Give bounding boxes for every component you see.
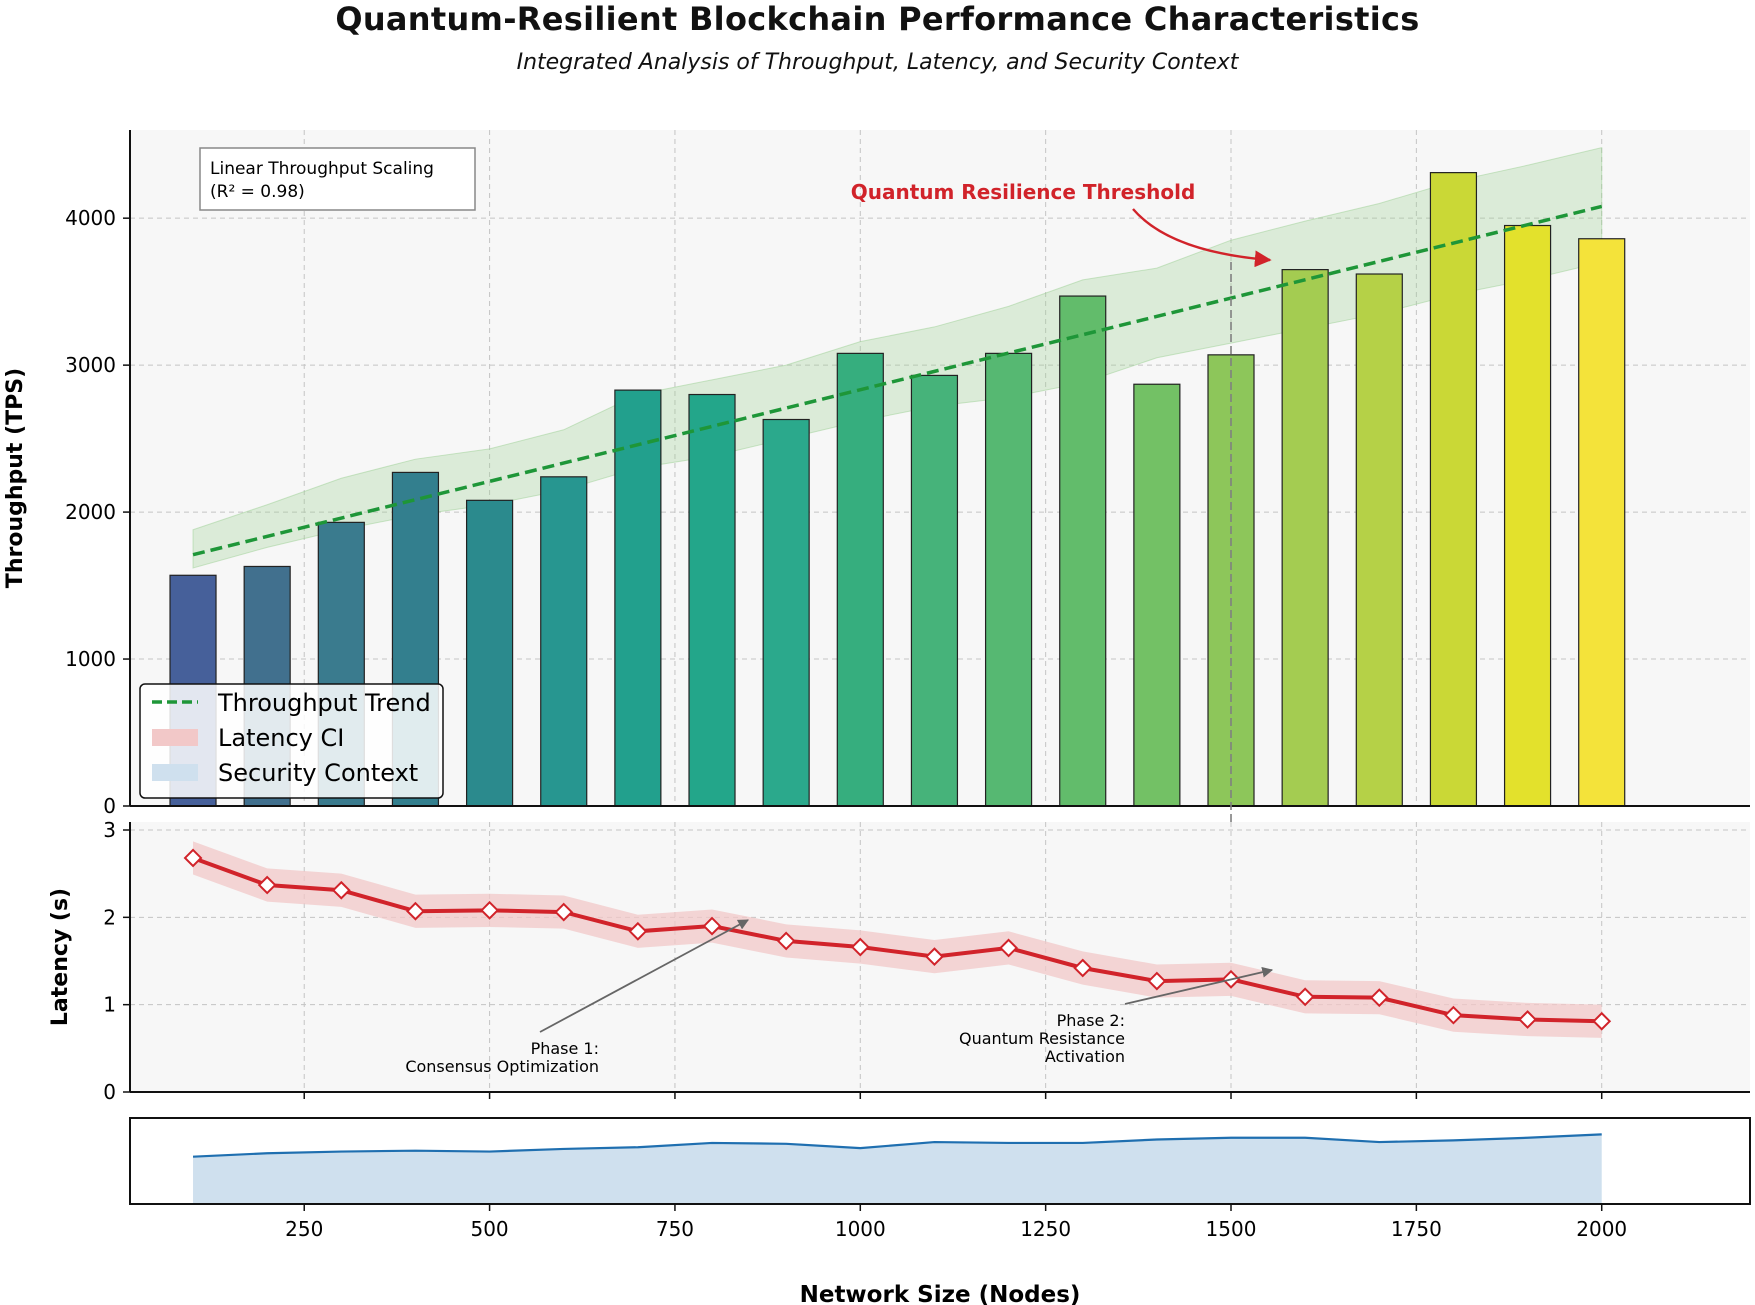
latency-marker-1200 <box>999 938 1018 958</box>
security-fill <box>193 1134 1602 1204</box>
bar-2000 <box>1578 238 1626 807</box>
bar-1800 <box>1429 172 1478 807</box>
latency-marker-600 <box>554 902 574 922</box>
xtick-label-1000: 1000 <box>835 1217 886 1241</box>
phase1-arrow <box>539 919 749 1033</box>
latency-axes: 0 1 2 3 <box>103 818 1750 1104</box>
legend-latency-swatch <box>152 729 198 746</box>
latency-marker-1600 <box>1295 987 1315 1007</box>
annotation-box: Linear Throughput Scaling (R² = 0.98) <box>199 147 476 211</box>
bar-1900 <box>1503 224 1552 807</box>
top-ytick-label-3000: 3000 <box>65 353 116 377</box>
latency-gridlines <box>130 822 1750 1092</box>
mid-ytick-label-1: 1 <box>103 993 116 1017</box>
latency-marker-1700 <box>1369 988 1389 1008</box>
security-line <box>192 1133 1602 1158</box>
latency-marker-200 <box>257 875 277 895</box>
throughput-axes: 0 1000 2000 3000 4000 <box>65 130 1750 818</box>
bar-1200 <box>984 352 1033 807</box>
bar-1700 <box>1355 273 1403 807</box>
bar-1000 <box>836 352 884 807</box>
legend-trend-label: Throughput Trend <box>217 689 431 717</box>
x-axis: 250 500 750 1000 1250 1500 1750 2000 <box>285 1204 1627 1241</box>
bar-1300 <box>1059 295 1107 807</box>
phase2-label-2: Quantum Resistance <box>959 1029 1125 1048</box>
bar-1600 <box>1281 269 1329 807</box>
bar-600 <box>540 476 588 807</box>
xtick-label-1250: 1250 <box>1020 1217 1071 1241</box>
bar-1400 <box>1133 383 1181 807</box>
latency-confidence-band <box>193 841 1602 1038</box>
chart-title: Quantum-Resilient Blockchain Performance… <box>335 0 1420 38</box>
legend: Throughput Trend Latency CI Security Con… <box>139 683 444 799</box>
bar-700 <box>614 389 662 807</box>
threshold-label: Quantum Resilience Threshold <box>851 180 1196 204</box>
latency-ylabel: Latency (s) <box>48 888 73 1026</box>
latency-marker-300 <box>331 880 351 900</box>
latency-line <box>183 848 1612 1031</box>
latency-polyline <box>192 856 1602 1024</box>
latency-marker-800 <box>702 916 722 936</box>
mid-ytick-label-2: 2 <box>103 905 116 929</box>
latency-marker-400 <box>406 901 425 921</box>
xtick-label-1500: 1500 <box>1206 1217 1257 1241</box>
latency-marker-2000 <box>1592 1011 1612 1031</box>
top-ytick-label-2000: 2000 <box>65 500 116 524</box>
phase1-label-1: Phase 1: <box>531 1039 599 1058</box>
legend-latency-label: Latency CI <box>218 724 344 752</box>
latency-marker-1800 <box>1444 1005 1463 1025</box>
top-ytick-label-0: 0 <box>103 794 116 818</box>
phase2-arrow <box>1124 966 1274 1005</box>
security-context-area <box>192 1133 1602 1204</box>
xtick-label-500: 500 <box>470 1217 508 1241</box>
xtick-label-1750: 1750 <box>1391 1217 1442 1241</box>
threshold-arrow <box>1132 208 1272 268</box>
phase1-label-2: Consensus Optimization <box>405 1057 599 1076</box>
latency-marker-1000 <box>850 937 870 957</box>
annotation-line-1: Linear Throughput Scaling <box>210 159 434 179</box>
latency-marker-900 <box>776 931 796 951</box>
mid-ytick-label-3: 3 <box>103 818 116 842</box>
top-ytick-label-1000: 1000 <box>65 647 116 671</box>
legend-security-label: Security Context <box>218 759 418 787</box>
xtick-label-750: 750 <box>656 1217 694 1241</box>
latency-marker-700 <box>628 921 648 941</box>
xtick-label-250: 250 <box>285 1217 323 1241</box>
latency-marker-1400 <box>1147 971 1167 991</box>
bar-1100 <box>910 374 959 807</box>
mid-ytick-label-0: 0 <box>103 1080 116 1104</box>
annotation-line-2: (R² = 0.98) <box>210 182 305 202</box>
latency-marker-1300 <box>1073 958 1093 978</box>
latency-marker-1100 <box>925 947 944 967</box>
legend-security-swatch <box>152 764 198 781</box>
xtick-label-2000: 2000 <box>1576 1217 1627 1241</box>
bar-800 <box>688 393 736 807</box>
bar-900 <box>762 418 810 807</box>
throughput-trend-line <box>192 204 1603 557</box>
top-ytick-label-4000: 4000 <box>65 206 116 230</box>
latency-marker-100 <box>183 848 203 868</box>
chart-subtitle: Integrated Analysis of Throughput, Laten… <box>516 50 1239 75</box>
trend-line <box>192 204 1603 557</box>
security-panel-frame <box>129 1117 1751 1205</box>
bar-500 <box>465 499 514 807</box>
phase2-label-1: Phase 2: <box>1057 1011 1125 1030</box>
latency-ci <box>193 841 1602 1038</box>
phase2-label-3: Activation <box>1045 1047 1125 1066</box>
latency-marker-1900 <box>1518 1010 1537 1029</box>
throughput-ylabel: Throughput (TPS) <box>3 368 28 588</box>
latency-marker-500 <box>480 900 500 920</box>
x-axis-label: Network Size (Nodes) <box>800 1282 1081 1305</box>
